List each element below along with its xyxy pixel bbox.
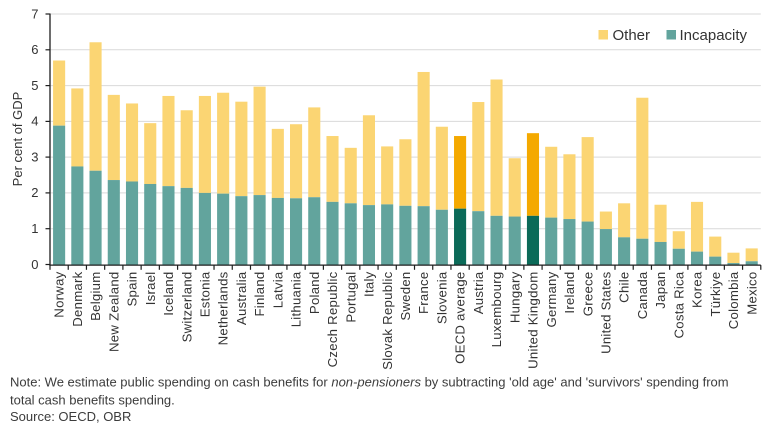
svg-text:Belgium: Belgium	[88, 272, 103, 321]
svg-text:Chile: Chile	[617, 272, 632, 303]
svg-text:4: 4	[31, 114, 38, 129]
svg-text:United States: United States	[598, 271, 613, 354]
svg-text:Hungary: Hungary	[507, 271, 522, 323]
svg-text:Lithuania: Lithuania	[289, 271, 304, 327]
svg-text:Estonia: Estonia	[198, 271, 213, 317]
svg-text:OECD average: OECD average	[453, 272, 468, 364]
svg-text:Denmark: Denmark	[70, 271, 85, 326]
svg-text:Canada: Canada	[635, 271, 650, 319]
svg-text:total cash benefits spending.: total cash benefits spending.	[10, 393, 175, 408]
svg-text:Italy: Italy	[362, 271, 377, 297]
svg-text:Incapacity: Incapacity	[680, 27, 748, 44]
svg-text:Other: Other	[613, 27, 651, 44]
svg-text:Slovenia: Slovenia	[434, 271, 449, 324]
svg-text:Note: We estimate public spend: Note: We estimate public spending on cas…	[10, 375, 729, 390]
svg-text:France: France	[416, 272, 431, 315]
svg-text:Japan: Japan	[653, 272, 668, 309]
svg-text:Finland: Finland	[252, 272, 267, 317]
svg-text:New Zealand: New Zealand	[106, 272, 121, 352]
svg-text:Netherlands: Netherlands	[216, 271, 231, 345]
svg-text:Costa Rica: Costa Rica	[671, 271, 686, 338]
svg-text:Greece: Greece	[580, 272, 595, 317]
svg-text:Sweden: Sweden	[398, 272, 413, 321]
svg-text:2: 2	[31, 185, 38, 200]
svg-text:Iceland: Iceland	[161, 272, 176, 316]
svg-text:Poland: Poland	[307, 272, 322, 315]
svg-text:Australia: Australia	[234, 271, 249, 325]
svg-text:Per cent of GDP: Per cent of GDP	[10, 92, 25, 187]
svg-text:Switzerland: Switzerland	[179, 272, 194, 343]
svg-text:Norway: Norway	[52, 271, 67, 317]
svg-text:1: 1	[31, 221, 38, 236]
svg-text:Germany: Germany	[544, 271, 559, 327]
svg-text:Austria: Austria	[471, 271, 486, 314]
svg-text:Ireland: Ireland	[562, 272, 577, 314]
svg-text:6: 6	[31, 42, 38, 57]
svg-text:Latvia: Latvia	[270, 271, 285, 308]
svg-text:Spain: Spain	[125, 272, 140, 307]
svg-text:Source: OECD, OBR: Source: OECD, OBR	[10, 409, 131, 424]
svg-text:Colombia: Colombia	[726, 271, 741, 329]
svg-text:United Kingdom: United Kingdom	[526, 272, 541, 369]
svg-text:Israel: Israel	[143, 272, 158, 306]
svg-text:Türkiye: Türkiye	[708, 272, 723, 317]
svg-text:Czech Republic: Czech Republic	[325, 271, 340, 367]
svg-text:Mexico: Mexico	[744, 272, 759, 315]
svg-text:Luxembourg: Luxembourg	[489, 272, 504, 348]
svg-text:Portugal: Portugal	[343, 272, 358, 323]
svg-text:Slovak Republic: Slovak Republic	[380, 271, 395, 369]
svg-text:7: 7	[31, 6, 38, 21]
svg-text:5: 5	[31, 78, 38, 93]
svg-text:0: 0	[31, 257, 38, 272]
svg-text:Korea: Korea	[690, 271, 705, 308]
svg-text:3: 3	[31, 149, 38, 164]
